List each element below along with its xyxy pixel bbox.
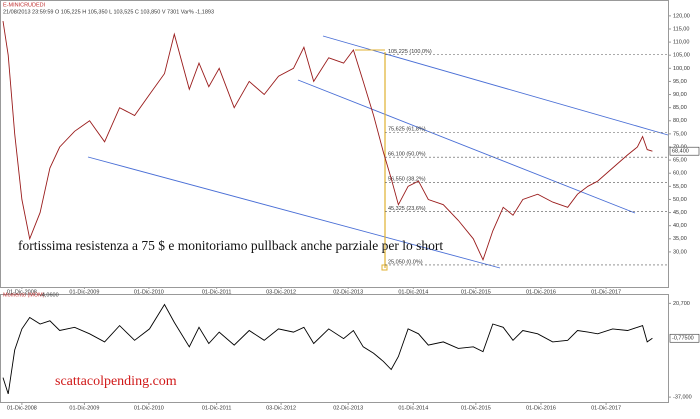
panel-info: -4,0600 — [40, 292, 59, 298]
annotation: scattacolpending.com — [55, 374, 177, 389]
x-tick-label: 01-Dic-2016 — [526, 405, 556, 411]
x-tick-label: 01-Dic-2017 — [591, 405, 621, 411]
x-tick-label: 01-Dic-2017 — [591, 289, 621, 295]
y-tick-label: 50,00 — [673, 197, 687, 203]
panel-title: Momento (MOM) — [3, 292, 45, 298]
y-tick-label: -37,000 — [673, 395, 692, 401]
last-value-label: 68,400 — [672, 149, 689, 155]
x-tick-label: 03-Dic-2012 — [266, 289, 296, 295]
y-tick-label: 45,00 — [673, 210, 687, 216]
y-tick-label: 20,700 — [673, 301, 690, 307]
last-value-label: -0,77500 — [672, 336, 694, 342]
channel-line — [322, 35, 669, 136]
x-tick-label: 01-Dic-2009 — [69, 289, 99, 295]
channel-line — [297, 79, 636, 214]
price-panel — [0, 0, 669, 288]
fibonacci-label: 25,050 (0,0%) — [388, 259, 423, 265]
momentum-panel — [0, 294, 669, 403]
x-tick-label: 01-Dic-2015 — [461, 289, 491, 295]
x-tick-label: 01-Dic-2016 — [526, 289, 556, 295]
fibonacci-label: 56,550 (38,2%) — [388, 177, 426, 183]
x-tick-label: 01-Dic-2010 — [134, 289, 164, 295]
y-tick-label: 90,00 — [673, 92, 687, 98]
x-tick-label: 02-Dic-2013 — [333, 405, 363, 411]
y-tick-label: 75,00 — [673, 131, 687, 137]
fibonacci-anchor — [381, 264, 388, 271]
x-tick-label: 01-Dic-2015 — [461, 405, 491, 411]
x-tick-label: 02-Dic-2013 — [333, 289, 363, 295]
x-tick-label: 01-Dic-2008 — [7, 405, 37, 411]
price-line — [2, 21, 653, 262]
last-value-box — [669, 333, 700, 343]
y-tick-label: 100,00 — [673, 66, 690, 72]
annotation: fortissima resistenza a 75 $ e monitoria… — [18, 238, 443, 253]
price-line — [2, 303, 653, 395]
y-tick-label: 30,00 — [673, 249, 687, 255]
y-tick-label: 55,00 — [673, 184, 687, 190]
y-tick-label: 80,00 — [673, 118, 687, 124]
y-tick-label: 95,00 — [673, 79, 687, 85]
x-tick-label: 01-Dic-2008 — [7, 289, 37, 295]
fibonacci-label: 45,325 (23,6%) — [388, 206, 426, 212]
x-tick-label: 03-Dic-2012 — [266, 405, 296, 411]
y-tick-label: 120,00 — [673, 13, 690, 19]
last-value-box — [669, 146, 700, 156]
x-tick-label: 01-Dic-2011 — [202, 289, 232, 295]
fibonacci-label: 66,100 (50,0%) — [388, 152, 426, 158]
channel-lines — [87, 35, 669, 269]
x-tick-label: 01-Dic-2009 — [69, 405, 99, 411]
y-tick-label: 110,00 — [673, 40, 689, 46]
y-tick-label: 115,00 — [673, 26, 689, 32]
x-tick-label: 01-Dic-2010 — [134, 405, 164, 411]
panel-title: E-MINICRUDEDI — [3, 2, 46, 8]
y-tick-label: 40,00 — [673, 223, 687, 229]
y-tick-label: 85,00 — [673, 105, 687, 111]
x-tick-label: 01-Dic-2011 — [202, 405, 232, 411]
x-tick-label: 01-Dic-2014 — [398, 405, 428, 411]
y-tick-label: 105,00 — [673, 53, 690, 59]
y-tick-label: 60,00 — [673, 171, 687, 177]
fibonacci-label: 105,225 (100,0%) — [388, 49, 432, 55]
channel-line — [87, 156, 501, 269]
panel-info: 21/08/2013 23:59:59 O 105,225 H 105,350 … — [3, 9, 214, 15]
x-tick-label: 01-Dic-2014 — [398, 289, 428, 295]
fibonacci-label: 75,625 (61,8%) — [388, 127, 426, 133]
y-tick-label: 65,00 — [673, 158, 687, 164]
y-tick-label: 35,00 — [673, 236, 687, 242]
